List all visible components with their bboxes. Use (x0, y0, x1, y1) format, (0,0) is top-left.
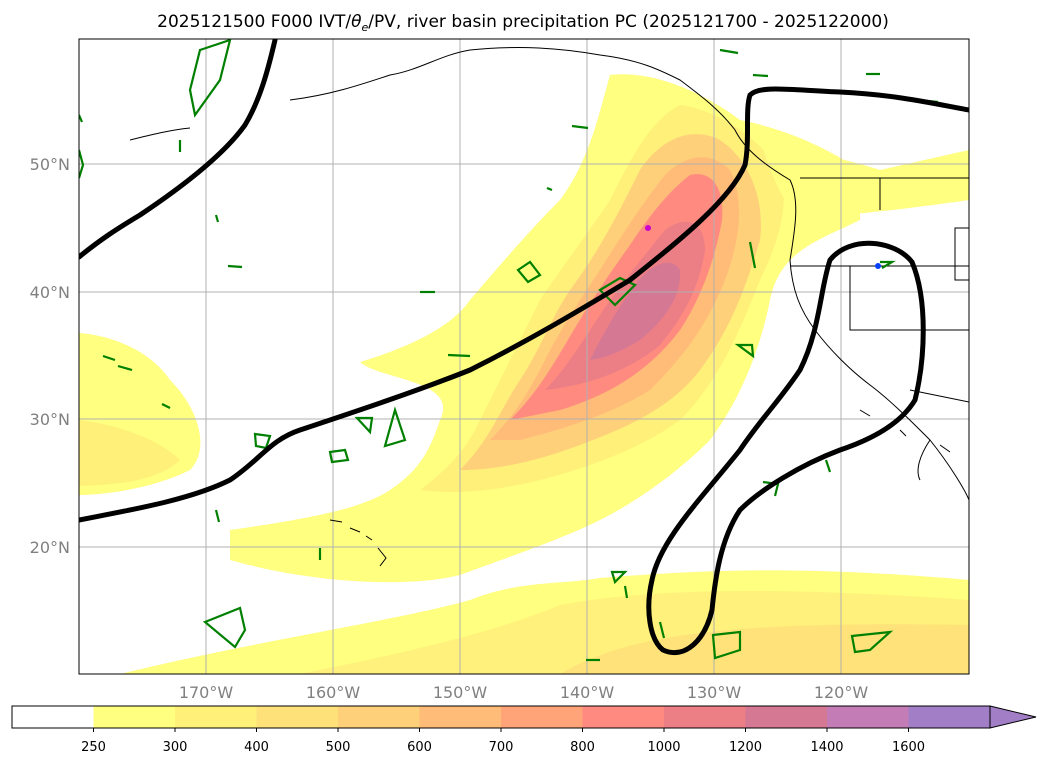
colorbar-segment (256, 706, 339, 728)
colorbar-segment (827, 706, 909, 728)
colorbar-segment (745, 706, 828, 728)
theta-e-contours (79, 39, 969, 656)
lat-label: 50°N (30, 155, 70, 174)
longitude-labels: 170°W 160°W 150°W 140°W 130°W 120°W (179, 683, 869, 702)
colorbar-tick-labels: 250 300 400 500 600 700 800 1000 1200 1400 1600 (81, 728, 925, 755)
lon-label: 140°W (560, 683, 615, 702)
map-frame (78, 38, 970, 675)
lon-label: 150°W (433, 683, 488, 702)
colorbar-tick-label: 1200 (729, 740, 762, 755)
colorbar-segment (338, 706, 420, 728)
colorbar-tick-label: 1400 (810, 740, 843, 755)
colorbar-tick-label: 1000 (647, 740, 680, 755)
lat-label: 40°N (30, 283, 70, 302)
pv-marker (645, 225, 651, 231)
map-panel (79, 39, 969, 674)
lon-label: 130°W (687, 683, 742, 702)
colorbar-tick-label: 500 (326, 740, 351, 755)
lat-label: 20°N (30, 538, 70, 557)
colorbar (11, 705, 1037, 729)
colorbar-segment (419, 706, 502, 728)
lon-label: 120°W (814, 683, 869, 702)
colorbar-segment (175, 706, 257, 728)
colorbar-tick-label: 250 (81, 740, 106, 755)
colorbar-extend-triangle (989, 705, 1037, 729)
lat-label: 30°N (30, 410, 70, 429)
latitude-labels: 50°N 40°N 30°N 20°N (30, 155, 70, 557)
pv-marker-blue (875, 263, 881, 269)
colorbar-tick-label: 700 (489, 740, 514, 755)
colorbar-segment (12, 706, 94, 728)
colorbar-tick-label: 300 (163, 740, 188, 755)
colorbar-tick-label: 1600 (892, 740, 925, 755)
coastlines (129, 47, 969, 567)
colorbar-segment (93, 706, 176, 728)
colorbar-tick-label: 600 (407, 740, 432, 755)
colorbar-tick-label: 800 (570, 740, 595, 755)
colorbar-segment (664, 706, 746, 728)
colorbar-tick-label: 400 (244, 740, 269, 755)
figure-title: 2025121500 F000 IVT/θe/PV, river basin p… (157, 12, 889, 34)
colorbar-segment (908, 706, 991, 728)
colorbar-segment (501, 706, 583, 728)
lon-label: 170°W (179, 683, 234, 702)
colorbar-segment (582, 706, 665, 728)
lon-label: 160°W (306, 683, 361, 702)
